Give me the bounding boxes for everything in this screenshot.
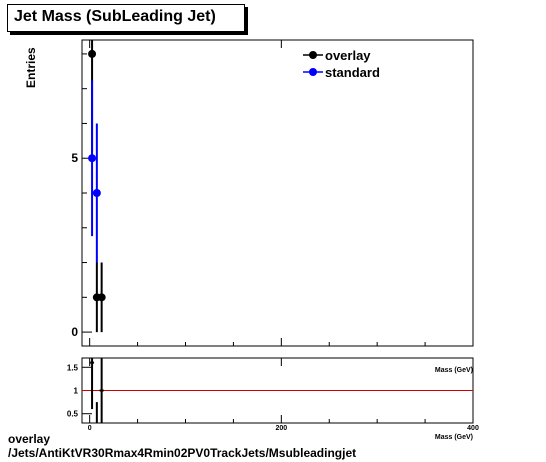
y-tick-label: 0.5 xyxy=(67,410,79,419)
data-point-overlay xyxy=(97,293,106,302)
x-tick-label: 0 xyxy=(88,425,92,432)
legend-label-standard: standard xyxy=(325,65,380,80)
chart-title: Jet Mass (SubLeading Jet) xyxy=(14,8,216,25)
data-point-overlay xyxy=(88,49,97,58)
legend-label-overlay: overlay xyxy=(325,48,371,63)
x-tick-label: 400 xyxy=(467,425,479,432)
legend-marker-overlay xyxy=(309,51,317,59)
footer-caption-line1: overlay xyxy=(8,432,51,446)
y-tick-label: 5 xyxy=(71,151,78,165)
data-point-standard xyxy=(92,189,101,197)
y-tick-label: 0 xyxy=(71,325,78,339)
title-box: Jet Mass (SubLeading Jet) xyxy=(7,4,245,32)
y-tick-label: 1.5 xyxy=(67,363,79,372)
legend-marker-standard xyxy=(309,68,317,76)
x-axis-title: Mass (GeV) xyxy=(435,367,473,374)
y-tick-label: 1 xyxy=(74,387,79,396)
x-axis-title: Mass (GeV) xyxy=(435,434,473,441)
x-tick-label: 200 xyxy=(275,425,287,432)
plot-frame-0 xyxy=(81,39,474,347)
footer-caption-line2: /Jets/AntiKtVR30Rmax4Rmin02PV0TrackJets/… xyxy=(8,446,357,460)
data-point-standard xyxy=(88,154,97,163)
